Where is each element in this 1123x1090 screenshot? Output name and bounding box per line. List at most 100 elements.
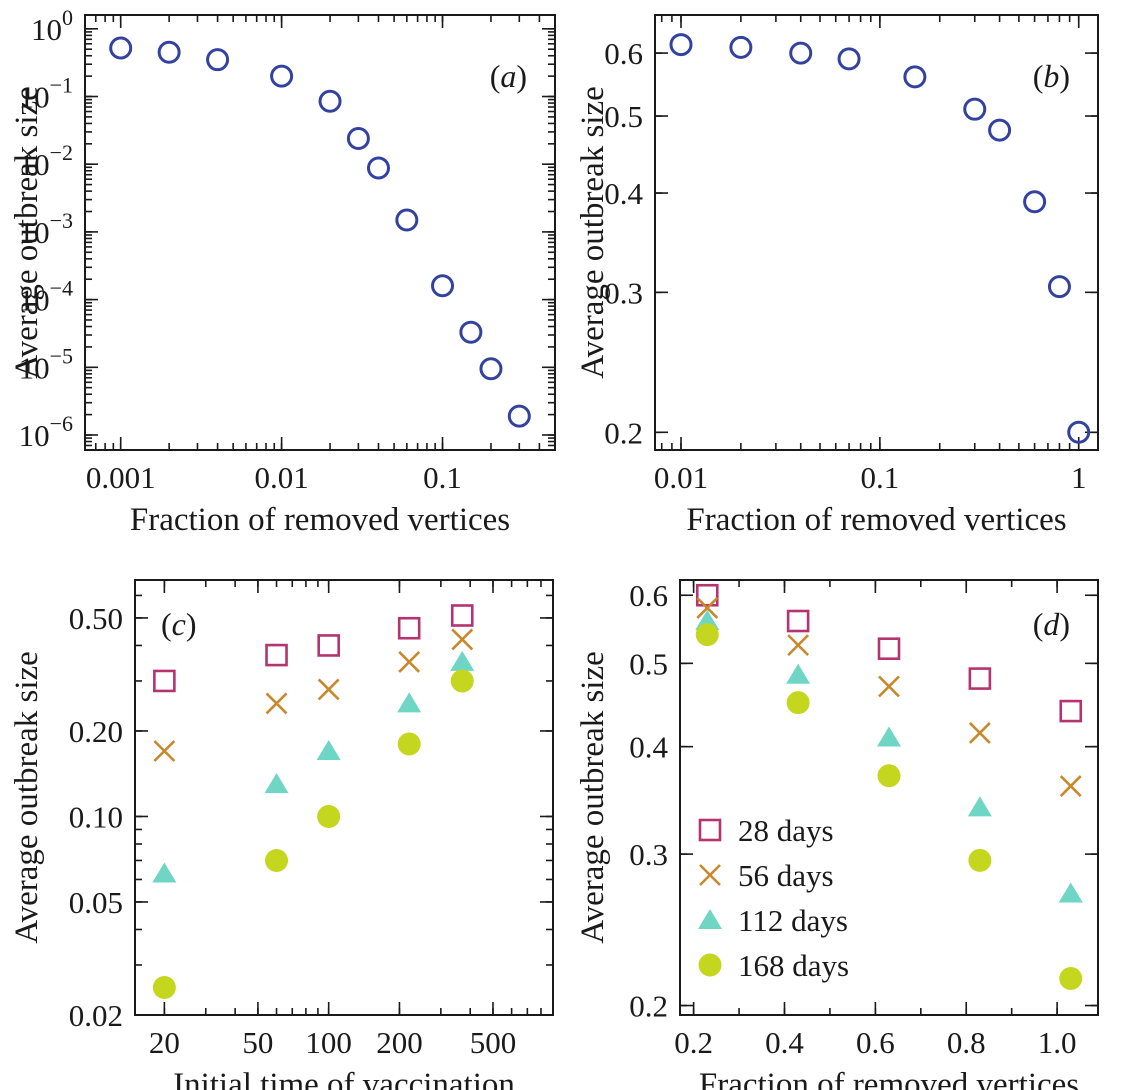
data-point [878,675,900,698]
data-point [507,404,531,428]
y-tick-label: 0.6 [604,36,643,71]
data-point [479,357,503,381]
data-point [1059,699,1083,723]
y-tick-label: 10−3 [19,208,73,250]
x-axis-label: Fraction of removed vertices [699,1067,1079,1090]
data-point [1059,967,1083,991]
y-tick-label: 0.5 [629,646,668,681]
y-tick-base: 10 [19,283,50,318]
data-point [317,678,340,701]
data-point [695,583,719,607]
panel-label-open: ( [1033,606,1044,642]
panel-label-open: ( [1033,58,1044,94]
data-point [459,320,483,344]
x-tick-label: 50 [242,1025,273,1060]
y-tick-label: 0.6 [629,578,668,613]
data-point [206,48,230,72]
panel-label-close: ) [516,58,527,94]
y-tick-exponent: −6 [50,411,73,436]
y-tick-label: 0.5 [604,99,643,134]
data-point [316,740,341,761]
x-tick-label: 0.2 [674,1025,713,1060]
y-tick-exponent: −3 [50,208,73,233]
panel-label-letter: b [1043,58,1059,94]
x-tick-label: 20 [149,1025,180,1060]
y-axis-label: Average outbreak size [9,651,45,944]
y-tick-base: 10 [19,215,50,250]
y-tick-base: 10 [19,350,50,385]
y-axis-label: Average outbreak size [575,651,611,944]
x-tick-label: 0.1 [423,460,462,495]
data-point [1058,882,1083,903]
panel-label-open: ( [161,606,172,642]
data-point [968,667,992,690]
y-tick-label: 0.3 [629,837,668,872]
data-point [789,41,813,65]
data-point [265,692,288,715]
data-point [318,89,342,113]
y-tick-exponent: −2 [50,140,73,165]
y-tick-base: 10 [19,80,50,115]
y-tick-label: 10−2 [19,140,73,182]
y-tick-base: 10 [31,12,62,47]
data-point [877,764,901,788]
x-tick-label: 0.1 [860,460,899,495]
y-tick-label: 0.10 [69,799,123,834]
legend-marker [698,909,722,929]
data-point [450,669,474,693]
data-point [1059,775,1082,797]
x-tick-label: 500 [470,1025,517,1060]
data-point [903,65,927,89]
data-point [451,628,474,651]
plot-frame [654,14,1099,451]
y-tick-base: 10 [19,418,50,453]
panel-label-close: ) [1059,606,1070,642]
data-point [988,118,1012,142]
data-point [450,604,474,627]
data-point [265,643,288,667]
data-point [397,616,421,640]
panel-label-close: ) [1059,58,1070,94]
panel-label: (c) [161,606,197,642]
plot-frame [134,579,554,1016]
x-axis-label: Fraction of removed vertices [130,502,510,538]
data-point [366,156,390,180]
data-point [317,804,341,828]
panel-label-open: ( [490,58,501,94]
legend-label: 112 days [738,903,848,938]
y-tick-label: 0.3 [604,275,643,310]
x-tick-label: 0.01 [254,460,308,495]
data-point [786,663,811,684]
data-point [968,722,991,744]
panel-a: 0.001 0.01 0.110010−110−210−310−410−510−6F… [9,5,556,538]
x-tick-label: 0.8 [947,1025,986,1060]
data-point [786,609,810,633]
legend-marker [698,818,722,842]
y-tick-label: 100 [31,5,73,47]
data-point [265,848,289,872]
panel-label-letter: a [500,58,516,94]
data-point [152,975,176,999]
data-point [450,650,475,671]
x-tick-label: 200 [376,1025,423,1060]
data-point [397,692,422,713]
panel-label-letter: d [1043,606,1060,642]
y-axis-label: Average outbreak size [9,86,45,379]
x-tick-label: 0.4 [765,1025,804,1060]
data-point [398,651,421,673]
y-tick-label: 0.50 [69,601,123,636]
data-point [695,623,719,647]
data-point [264,773,289,794]
panel-b: 0.01 0.1 1 0.6 0.5 0.4 0.3 0.2 Fraction of remov… [575,14,1099,538]
data-point [696,596,719,619]
data-point [153,740,176,762]
data-point [1047,275,1071,299]
y-tick-label: 0.20 [69,714,123,749]
data-point [787,634,810,657]
y-axis-label: Average outbreak size [575,86,611,379]
legend-label: 168 days [738,948,849,983]
plot-frame [84,14,556,451]
data-point [967,796,992,817]
x-tick-label: 0.6 [856,1025,895,1060]
y-tick-base: 10 [19,147,50,182]
